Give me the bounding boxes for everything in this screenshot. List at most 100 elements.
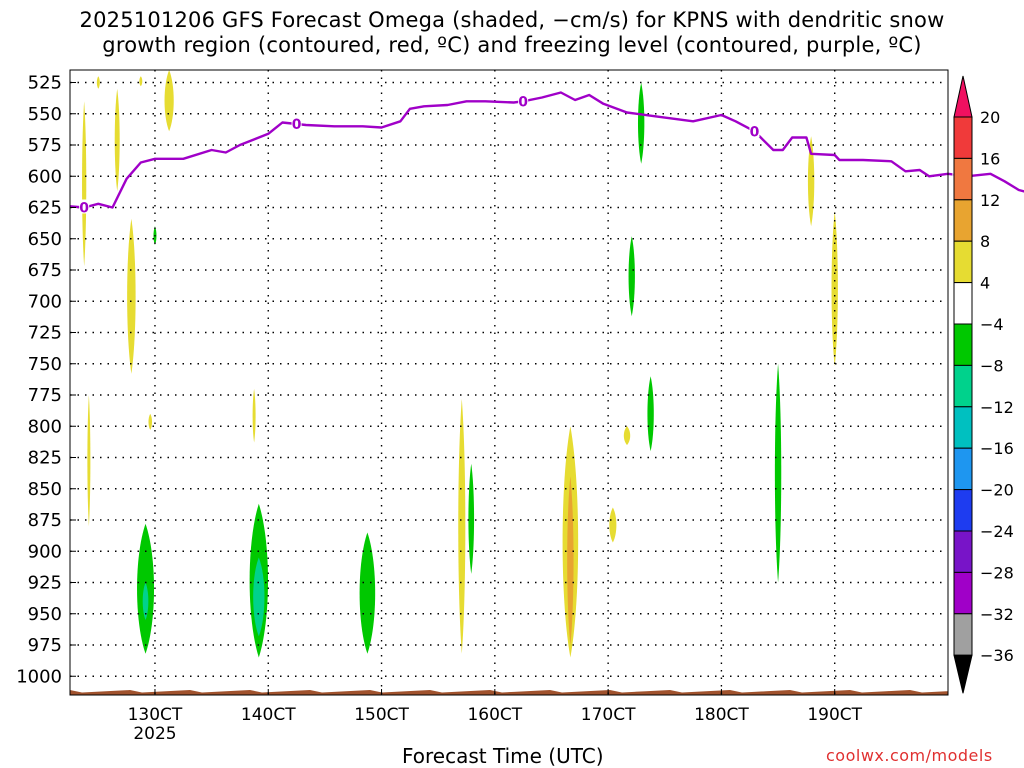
colorbar-label: 4: [980, 274, 990, 293]
x-axis-title: Forecast Time (UTC): [402, 744, 604, 768]
omega-cell: [164, 70, 174, 132]
colorbar-label: −12: [980, 398, 1014, 417]
y-tick-label: 700: [28, 291, 62, 312]
colorbar-bottom-arrow: [953, 654, 973, 694]
colorbar-segment: [953, 489, 973, 532]
colorbar-segment: [953, 323, 973, 366]
omega-cell: [96, 76, 100, 89]
colorbar-segment: [953, 447, 973, 491]
y-tick-label: 900: [28, 541, 62, 562]
omega-cell: [127, 218, 136, 374]
colorbar-segment: [953, 199, 973, 242]
x-tick-label: 140CT: [241, 705, 296, 725]
omega-cell: [252, 388, 256, 443]
colorbar-segment: [953, 406, 973, 449]
omega-cell: [637, 82, 645, 164]
terrain-fill: [70, 690, 948, 695]
omega-cell: [359, 532, 376, 654]
omega-cell: [458, 398, 466, 654]
colorbar-label: −8: [980, 356, 1004, 375]
omega-cell: [774, 363, 782, 583]
y-tick-label: 525: [28, 73, 62, 94]
x-tick-label: 130CT: [128, 705, 183, 725]
colorbar-label: −24: [980, 522, 1014, 541]
freezing-level-label: 0: [292, 117, 302, 133]
colorbar-label: −20: [980, 481, 1014, 500]
omega-cell: [609, 507, 617, 543]
terrain-surface: [70, 690, 948, 695]
colorbar-label: 16: [980, 149, 1000, 168]
y-tick-label: 550: [28, 104, 62, 125]
y-tick-label: 925: [28, 573, 62, 594]
omega-cell: [628, 236, 635, 317]
omega-cell: [82, 101, 87, 267]
freezing-level-label-bg: [518, 93, 529, 108]
colorbar-segment: [953, 240, 973, 284]
colorbar-segment: [953, 157, 973, 201]
x-tick-label: 170CT: [581, 705, 636, 725]
x-date-label: 2025: [133, 724, 176, 744]
y-tick-label: 625: [28, 198, 62, 219]
colorbar-segment: [953, 282, 973, 325]
freezing-level-label-bg: [749, 123, 760, 138]
colorbar-segment: [953, 613, 973, 656]
omega-cell: [148, 413, 153, 430]
y-tick-label: 850: [28, 479, 62, 500]
y-tick-label: 775: [28, 385, 62, 406]
y-tick-label: 950: [28, 604, 62, 625]
x-tick-label: 150CT: [354, 705, 409, 725]
omega-cell: [623, 426, 631, 445]
omega-cell: [468, 463, 475, 574]
chart-title-line-2: growth region (contoured, red, ºC) and f…: [102, 33, 922, 57]
omega-cell: [139, 76, 143, 87]
y-tick-label: 725: [28, 323, 62, 344]
colorbar-label: 20: [980, 108, 1000, 127]
colorbar: 20 16 12 8 4 −4 −8 −12 −16 −20 −24 −28 −32 −36: [953, 75, 1014, 694]
freezing-level-label: 0: [518, 94, 528, 110]
y-tick-label: 650: [28, 229, 62, 250]
y-tick-label: 875: [28, 510, 62, 531]
colorbar-label: 8: [980, 232, 990, 251]
omega-cell: [253, 557, 265, 637]
y-tick-label: 600: [28, 166, 62, 187]
y-tick-label: 825: [28, 448, 62, 469]
freezing-level-line: [69, 91, 1024, 209]
y-tick-label: 975: [28, 635, 62, 656]
colorbar-label: 12: [980, 191, 1000, 210]
x-tick-label: 190CT: [807, 705, 862, 725]
freezing-level-label: 0: [79, 201, 89, 217]
y-tick-label: 800: [28, 416, 62, 437]
y-axis: 525 550 575 600 625 650 675 700 725 750 775 800 825 8…: [16, 73, 76, 687]
colorbar-segment: [953, 116, 973, 159]
colorbar-label: −32: [980, 605, 1014, 624]
colorbar-label: −4: [980, 315, 1004, 334]
x-axis: 130CT 140CT 150CT 160CT 170CT 180CT 190CT 2025: [128, 689, 863, 744]
omega-cell: [87, 395, 91, 527]
credit-link[interactable]: coolwx.com/models: [826, 746, 993, 765]
colorbar-label: −28: [980, 563, 1014, 582]
colorbar-label: −16: [980, 439, 1014, 458]
x-tick-label: 180CT: [694, 705, 749, 725]
y-tick-label: 1000: [16, 666, 62, 687]
colorbar-segment: [953, 530, 973, 573]
freezing-level-label-bg: [291, 116, 302, 130]
colorbar-segment: [953, 571, 973, 615]
freezing-level-label: 0: [750, 124, 760, 140]
plot-frame: [69, 69, 949, 696]
omega-shading: [82, 70, 838, 658]
omega-cell: [807, 136, 815, 227]
colorbar-segment: [953, 364, 973, 408]
colorbar-top-arrow: [953, 75, 973, 118]
x-tick-label: 160CT: [467, 705, 522, 725]
grid-lines: [70, 70, 948, 695]
omega-cell: [647, 376, 654, 452]
omega-cell: [567, 476, 574, 645]
y-tick-label: 675: [28, 260, 62, 281]
freezing-level-contour: 00000: [69, 91, 1024, 217]
y-tick-label: 575: [28, 135, 62, 156]
chart-title-line-1: 2025101206 GFS Forecast Omega (shaded, −…: [79, 8, 945, 32]
colorbar-label: −36: [980, 646, 1014, 665]
omega-cell: [142, 582, 149, 620]
y-tick-label: 750: [28, 354, 62, 375]
